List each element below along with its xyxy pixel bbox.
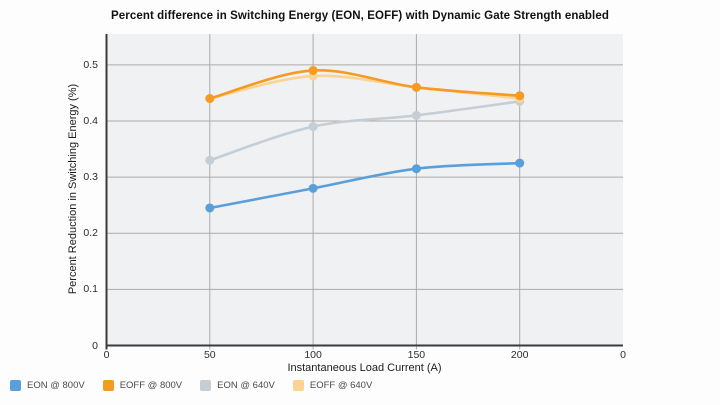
series-line-eoff-800v	[208, 69, 521, 100]
series-line-eon-640v	[208, 100, 521, 162]
chart-title: Percent difference in Switching Energy (…	[111, 10, 609, 22]
y-axis-title: Percent Reduction in Switching Energy (%…	[67, 83, 79, 295]
x-tick-label: 200	[510, 349, 529, 361]
data-point-eon-800v[interactable]	[515, 158, 525, 168]
data-point-eon-800v[interactable]	[411, 164, 421, 174]
data-point-eon-640v[interactable]	[308, 122, 318, 132]
legend-label: EOFF @ 640V	[309, 380, 373, 391]
data-point-eon-640v[interactable]	[205, 155, 215, 165]
y-tick-label: 0.1	[83, 283, 98, 296]
legend-label: EOFF @ 800V	[119, 380, 183, 391]
y-tick-label: 0.2	[83, 227, 98, 240]
data-point-eoff-800v[interactable]	[411, 82, 421, 92]
data-point-eoff-800v[interactable]	[205, 94, 215, 104]
data-point-eon-800v[interactable]	[205, 203, 215, 213]
legend-swatch-icon	[292, 380, 304, 391]
y-tick-label: 0.3	[83, 171, 98, 184]
legend-item-eoff-640v[interactable]: EOFF @ 640V	[292, 380, 373, 391]
data-point-eon-640v[interactable]	[411, 110, 421, 120]
legend-label: EON @ 640V	[217, 380, 275, 391]
series-line-eon-800v	[208, 161, 521, 210]
legend-swatch-icon	[102, 380, 114, 391]
x-tick-label: 0	[620, 349, 626, 361]
data-point-eon-800v[interactable]	[308, 183, 318, 193]
x-tick-label: 100	[304, 349, 322, 361]
legend: EON @ 800V EOFF @ 800V EON @ 640V EOFF @ 64…	[10, 380, 372, 391]
y-tick-label: 0	[92, 339, 98, 352]
legend-item-eon-800v[interactable]: EON @ 800V	[10, 380, 85, 391]
x-tick-label: 0	[103, 349, 110, 361]
legend-item-eoff-800v[interactable]: EOFF @ 800V	[102, 380, 183, 391]
legend-label: EON @ 800V	[27, 380, 85, 391]
plot-area	[106, 34, 623, 346]
y-tick-label: 0.5	[83, 58, 98, 71]
x-axis-title: Instantaneous Load Current (A)	[287, 362, 442, 374]
data-point-eoff-800v[interactable]	[515, 91, 525, 101]
y-tick-label: 0.4	[83, 114, 98, 127]
x-tick-label: 50	[203, 349, 216, 361]
legend-swatch-icon	[10, 380, 21, 391]
data-point-eoff-800v[interactable]	[308, 65, 318, 75]
legend-item-eon-640v[interactable]: EON @ 640V	[200, 380, 275, 391]
legend-swatch-icon	[200, 380, 212, 391]
x-tick-label: 150	[407, 349, 426, 361]
